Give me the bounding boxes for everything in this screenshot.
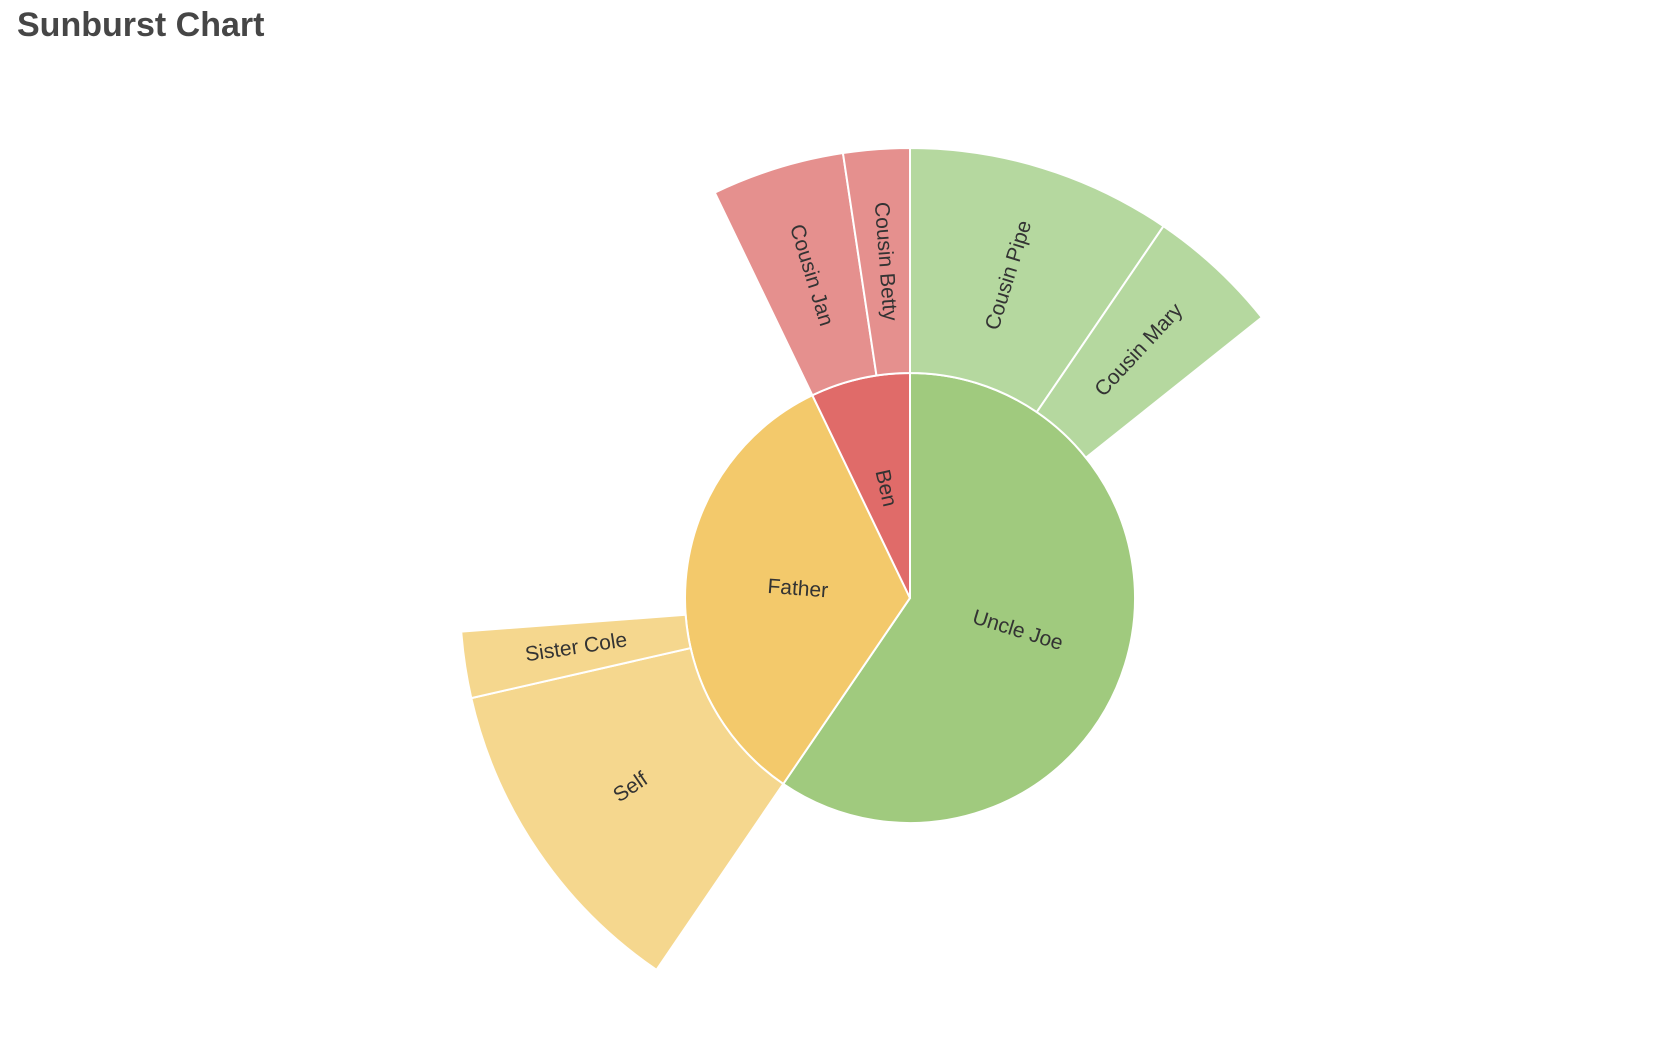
sunburst-segment xyxy=(1035,224,1264,460)
sunburst-segment xyxy=(909,146,1165,414)
sunburst-segment xyxy=(841,146,911,377)
sunburst-segment xyxy=(470,646,785,972)
segment-label: Father xyxy=(767,575,829,602)
sunburst-segment xyxy=(460,613,692,700)
chart-title: Sunburst Chart xyxy=(17,6,264,44)
